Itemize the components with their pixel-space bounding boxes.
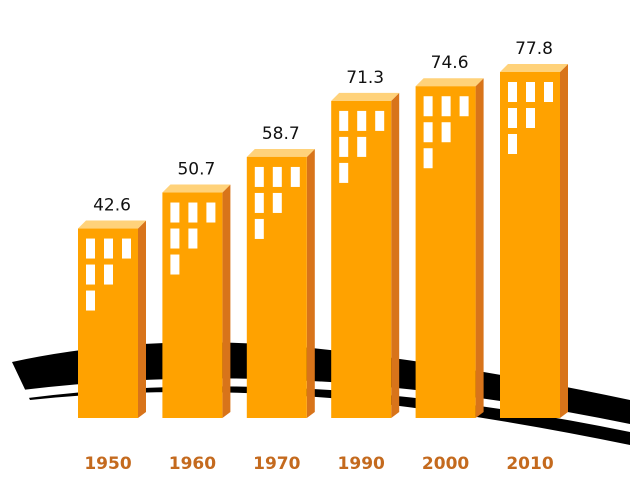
window bbox=[339, 136, 349, 157]
window bbox=[272, 192, 282, 213]
window bbox=[508, 82, 517, 102]
window bbox=[459, 96, 469, 117]
building-roof bbox=[78, 220, 146, 229]
window bbox=[375, 110, 385, 131]
window bbox=[423, 96, 433, 117]
building-roof bbox=[331, 92, 400, 101]
window bbox=[86, 264, 95, 285]
window bbox=[357, 136, 367, 157]
value-label: 50.7 bbox=[177, 160, 215, 180]
window bbox=[357, 110, 367, 131]
window bbox=[508, 108, 517, 128]
x-tick-label: 1960 bbox=[169, 454, 216, 474]
window bbox=[526, 108, 535, 128]
building-roof bbox=[415, 78, 484, 87]
window bbox=[508, 134, 517, 154]
window bbox=[170, 202, 180, 223]
value-label: 74.6 bbox=[431, 53, 469, 73]
window bbox=[254, 166, 264, 187]
window bbox=[86, 238, 95, 259]
window bbox=[526, 82, 535, 102]
window bbox=[188, 202, 198, 223]
window bbox=[441, 122, 451, 143]
window bbox=[339, 162, 349, 183]
window bbox=[86, 290, 95, 311]
window bbox=[104, 238, 113, 259]
window bbox=[254, 218, 264, 239]
x-tick-label: 1990 bbox=[338, 454, 385, 474]
window bbox=[170, 228, 180, 249]
window bbox=[339, 110, 349, 131]
building-side bbox=[391, 92, 400, 418]
bar bbox=[162, 192, 223, 418]
x-tick-label: 1950 bbox=[84, 454, 131, 474]
building-roof bbox=[500, 64, 568, 72]
value-label: 58.7 bbox=[262, 124, 300, 144]
window bbox=[122, 238, 131, 259]
window bbox=[441, 96, 451, 117]
bar bbox=[500, 72, 560, 418]
building-roof bbox=[162, 184, 231, 193]
window bbox=[254, 192, 264, 213]
window bbox=[544, 82, 553, 102]
window bbox=[188, 228, 198, 249]
window bbox=[272, 166, 282, 187]
window bbox=[290, 166, 300, 187]
building-side bbox=[138, 220, 146, 418]
value-label: 77.8 bbox=[515, 39, 553, 59]
window bbox=[170, 254, 180, 275]
window bbox=[423, 122, 433, 143]
window bbox=[104, 264, 113, 285]
x-tick-label: 1970 bbox=[253, 454, 300, 474]
building-side bbox=[475, 78, 484, 419]
value-label: 42.6 bbox=[93, 196, 131, 216]
building-side bbox=[222, 184, 231, 418]
window bbox=[423, 148, 433, 169]
building-side bbox=[306, 148, 315, 418]
x-tick-label: 2010 bbox=[506, 454, 553, 474]
building-side bbox=[560, 64, 568, 418]
value-label: 71.3 bbox=[346, 68, 384, 88]
window bbox=[206, 202, 216, 223]
building-roof bbox=[246, 148, 315, 157]
bar bbox=[78, 228, 138, 418]
x-tick-label: 2000 bbox=[422, 454, 469, 474]
